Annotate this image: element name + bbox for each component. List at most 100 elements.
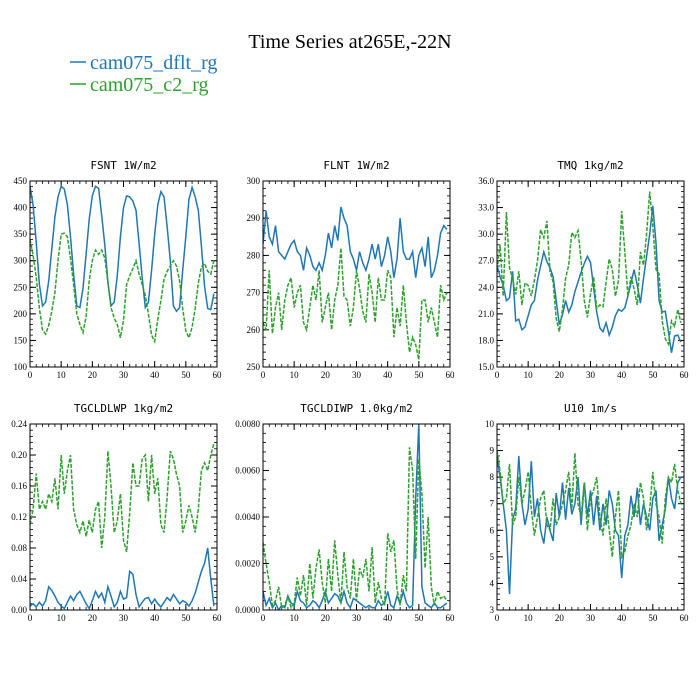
panel-title: TGCLDIWP 1.0kg/m2: [300, 402, 413, 415]
x-tick-label: 50: [414, 613, 424, 623]
y-tick-label: 270: [247, 288, 261, 298]
y-tick-label: 150: [14, 335, 28, 345]
y-tick-label: 6: [490, 525, 495, 535]
series-line-c2: [263, 447, 448, 610]
x-tick-label: 50: [648, 613, 658, 623]
x-tick-label: 50: [648, 370, 658, 380]
y-tick-label: 8: [490, 472, 495, 482]
series-line-dflt: [497, 205, 682, 353]
figure-title: Time Series at265E,-22N: [248, 31, 451, 53]
panel-title: FLNT 1W/m2: [323, 159, 389, 172]
x-tick-label: 20: [555, 370, 565, 380]
y-tick-label: 280: [247, 250, 261, 260]
series-line-dflt: [30, 547, 215, 610]
y-tick-label: 0.12: [11, 512, 27, 522]
x-tick-label: 0: [261, 370, 266, 380]
y-tick-label: 0.0060: [235, 466, 260, 476]
x-tick-label: 30: [119, 613, 129, 623]
x-tick-label: 20: [321, 370, 331, 380]
panel-3: TMQ 1kg/m2 0 10 20 30 40 50 60 15.0 18.0 21.0 24.0 2…: [478, 159, 689, 380]
y-tick-label: 24.0: [478, 282, 494, 292]
plot-frame: [262, 423, 451, 611]
x-tick-label: 20: [88, 370, 98, 380]
x-tick-label: 30: [119, 370, 129, 380]
y-tick-label: 27.0: [478, 256, 494, 266]
x-tick-label: 40: [383, 370, 393, 380]
x-tick-label: 30: [352, 613, 362, 623]
x-tick-label: 10: [524, 370, 534, 380]
x-tick-label: 10: [57, 613, 67, 623]
x-tick-label: 40: [617, 370, 627, 380]
legend: cam075_dflt_rg cam075_c2_rg: [70, 52, 217, 96]
y-tick-label: 7: [490, 499, 495, 509]
y-tick-label: 3: [490, 605, 495, 615]
series-line-c2: [497, 191, 682, 347]
x-tick-label: 10: [290, 370, 300, 380]
x-tick-label: 50: [414, 370, 424, 380]
y-tick-label: 30.0: [478, 229, 494, 239]
panel-5: TGCLDIWP 1.0kg/m2 0 10 20 30 40 50 60 0.0000 0.00…: [235, 402, 455, 623]
panel-title: TMQ 1kg/m2: [557, 159, 623, 172]
x-tick-label: 10: [524, 613, 534, 623]
y-tick-label: 300: [14, 256, 28, 266]
x-tick-label: 30: [352, 370, 362, 380]
plot-frame: [496, 423, 685, 611]
legend-label-dflt: cam075_dflt_rg: [90, 52, 217, 74]
y-tick-label: 10: [485, 419, 495, 429]
x-tick-label: 20: [555, 613, 565, 623]
y-tick-label: 33.0: [478, 203, 494, 213]
y-tick-label: 0.24: [11, 419, 27, 429]
y-tick-label: 450: [14, 176, 28, 186]
series-line-c2: [263, 247, 448, 360]
y-tick-label: 21.0: [478, 309, 494, 319]
legend-label-c2: cam075_c2_rg: [90, 74, 209, 96]
x-tick-label: 60: [213, 613, 223, 623]
x-tick-label: 60: [680, 370, 690, 380]
series-line-dflt: [263, 206, 448, 278]
panel-title: FSNT 1W/m2: [90, 159, 156, 172]
panels-grid: FSNT 1W/m20 10 20 30 40 50 6010015020025030035…: [11, 159, 689, 623]
y-tick-label: 260: [247, 325, 261, 335]
series-line-dflt: [497, 455, 682, 595]
y-tick-label: 0.0080: [235, 419, 260, 429]
y-tick-label: 0.20: [11, 450, 27, 460]
x-tick-label: 60: [446, 613, 456, 623]
x-tick-label: 40: [383, 613, 393, 623]
panel-2: FLNT 1W/m2 0 10 20 30 40 50 60 250 260 270 280 290 30…: [247, 159, 456, 380]
x-tick-label: 60: [680, 613, 690, 623]
x-tick-label: 40: [150, 613, 160, 623]
panel-4: TGCLDLWP 1kg/m2 0 10 20 30 40 50 60 0.00 0.04 0.08…: [11, 402, 222, 623]
plot-frame: [29, 180, 218, 368]
y-tick-label: 18.0: [478, 335, 494, 345]
y-tick-label: 0.0000: [235, 605, 260, 615]
x-tick-label: 60: [213, 370, 223, 380]
panel-title: U10 1m/s: [564, 402, 617, 415]
y-tick-label: 0.0040: [235, 512, 260, 522]
x-tick-label: 20: [88, 613, 98, 623]
panel-6: U10 1m/s 0 10 20 30 40 50 60 3 4 5 6 7 8 9 10: [485, 402, 689, 623]
y-tick-label: 0.0020: [235, 559, 260, 569]
y-tick-label: 0.04: [11, 574, 27, 584]
y-tick-label: 9: [490, 446, 495, 456]
x-tick-label: 0: [495, 613, 500, 623]
x-tick-label: 0: [495, 370, 500, 380]
y-tick-label: 0.08: [11, 543, 27, 553]
y-tick-label: 100: [14, 362, 28, 372]
y-tick-label: 0.16: [11, 481, 27, 491]
x-tick-label: 40: [150, 370, 160, 380]
y-tick-label: 350: [14, 229, 28, 239]
x-tick-label: 10: [57, 370, 67, 380]
series-line-c2: [497, 450, 682, 560]
y-tick-label: 36.0: [478, 176, 494, 186]
y-tick-label: 300: [247, 176, 261, 186]
y-tick-label: 5: [490, 552, 495, 562]
x-tick-label: 20: [321, 613, 331, 623]
x-tick-label: 50: [181, 370, 191, 380]
panel-title: TGCLDLWP 1kg/m2: [74, 402, 173, 415]
y-tick-label: 200: [14, 309, 28, 319]
plot-frame: [262, 180, 451, 368]
x-tick-label: 10: [290, 613, 300, 623]
series-line-dflt: [30, 184, 215, 313]
y-tick-label: 400: [14, 203, 28, 213]
